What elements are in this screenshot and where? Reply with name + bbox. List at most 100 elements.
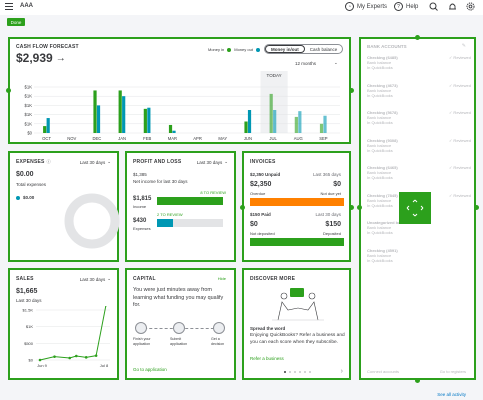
carousel-dot[interactable] [309, 371, 311, 373]
expenses-donut-chart [64, 193, 120, 249]
cashflow-legend: Money in Money out [208, 47, 260, 52]
discover-text: Enjoying QuickBooks? Refer a business an… [250, 333, 345, 345]
bank-account-row[interactable]: Uncategorized bank account Bank balance In… [367, 220, 473, 235]
search-icon[interactable] [429, 2, 438, 11]
bank-account-row[interactable]: Checking (4673) ✓ Reviewed Bank balance In … [367, 83, 473, 98]
y-tick-label: $0 [27, 131, 32, 136]
help-button[interactable]: ? Help [394, 2, 418, 11]
invoices-card: INVOICES $2,350 Unpaid Last 365 days $2,… [242, 151, 351, 262]
bank-account-row[interactable]: Checking (9308) ✓ Reviewed Bank balance In … [367, 138, 473, 153]
toggle-cash-balance[interactable]: Cash balance [309, 46, 338, 52]
cashflow-amount-link[interactable]: $2,939 → [16, 51, 66, 65]
bank-balance-label: In QuickBooks [367, 257, 393, 263]
resize-handle[interactable] [349, 88, 354, 93]
capital-title: CAPITAL [133, 276, 156, 282]
income-label: Income [133, 204, 147, 209]
sales-point [38, 358, 42, 362]
bank-title: BANK ACCOUNTS [367, 44, 407, 49]
chevron-down-icon: ⌄ [224, 159, 228, 164]
bank-account-row[interactable]: Checking (5678) ✓ Reviewed Bank balance In … [367, 110, 473, 125]
invoices-paid-period: Last 30 days [315, 212, 341, 217]
done-button[interactable]: Done [7, 18, 25, 26]
carousel-dot[interactable] [284, 371, 286, 373]
profit-period-select[interactable]: Last 30 days ⌄ [197, 159, 228, 165]
chevron-right-icon[interactable]: › [340, 368, 343, 375]
bar-money-in [43, 126, 47, 133]
refer-business-link[interactable]: Refer a business [250, 356, 284, 361]
deposited-bar[interactable] [250, 238, 344, 246]
sales-amount: $1,665 [16, 288, 38, 295]
bank-balance-label: In QuickBooks [367, 147, 393, 153]
toggle-money-inout[interactable]: Money in/out [265, 45, 305, 53]
deposited-label: Deposited [322, 231, 341, 236]
arrow-right-icon: → [55, 52, 66, 64]
company-name: AAA [20, 3, 33, 9]
resize-handle[interactable] [349, 205, 354, 210]
sales-point [68, 356, 71, 360]
income-bar[interactable] [157, 197, 223, 205]
income-review-link[interactable]: 8 TO REVIEW [200, 190, 226, 195]
capital-hide-link[interactable]: Hide [217, 276, 226, 281]
capital-application-link[interactable]: Go to application [133, 367, 167, 372]
bank-account-name: Checking (7845) [367, 192, 398, 198]
x-tick-label: APR [193, 136, 202, 141]
bank-balance-label: Bank balance [367, 225, 392, 230]
notdeposited-label: Not deposited [250, 231, 275, 236]
x-tick-label: JUL [269, 136, 277, 141]
connect-accounts-link[interactable]: Connect accounts [367, 369, 400, 374]
info-icon[interactable]: ⓘ [46, 159, 51, 164]
income-amount: $1,815 [133, 196, 152, 202]
pencil-icon[interactable]: ✎ [461, 43, 466, 49]
capital-steps: Finish your application Submit applicati… [133, 322, 231, 352]
bar-money-out [323, 115, 327, 133]
legend-dot [16, 195, 20, 200]
sales-period-select[interactable]: Last 30 days ⌄ [80, 276, 111, 282]
y-tick-label: $1K [25, 121, 33, 126]
expense-review-link[interactable]: 2 TO REVIEW [157, 212, 183, 217]
carousel-dot[interactable] [299, 371, 301, 373]
sales-sub: Last 30 days [16, 298, 42, 303]
expenses-card: EXPENSES ⓘ Last 30 days ⌄ $0.00 Total exp… [8, 151, 120, 262]
overdue-bar[interactable] [250, 198, 344, 206]
bar-money-in [244, 121, 248, 133]
menu-icon[interactable] [5, 3, 13, 10]
bell-icon[interactable] [448, 2, 457, 11]
person-icon: ◔ [345, 2, 354, 11]
carousel-dot[interactable] [289, 371, 291, 373]
y-tick-label: $1K [25, 103, 33, 108]
resize-handle[interactable] [240, 205, 245, 210]
see-all-activity-link[interactable]: See all activity [437, 392, 466, 397]
my-experts-button[interactable]: ◔ My Experts [345, 2, 387, 11]
bank-account-row[interactable]: Checking (4591) Bank balance In QuickBooks [367, 248, 473, 263]
bank-account-row[interactable]: Checking (6465) ✓ Reviewed Bank balance In … [367, 165, 473, 180]
resize-handle[interactable] [415, 35, 420, 40]
bank-balance-label: Bank balance [367, 60, 392, 65]
expenses-period-select[interactable]: Last 30 days ⌄ [80, 159, 111, 165]
expense-bar[interactable] [157, 219, 173, 227]
bank-account-name: Checking (4591) [367, 247, 398, 253]
resize-handle[interactable] [415, 378, 420, 383]
cashflow-amount: $2,939 [16, 51, 53, 65]
move-handle-icon[interactable] [399, 192, 431, 224]
bank-account-name: Checking (6465) [367, 165, 398, 170]
cashflow-view-toggle: Money in/out Cash balance [264, 44, 344, 54]
income-bar-track [157, 197, 223, 205]
y-tick-label: $1K [25, 112, 33, 117]
bar-money-in [118, 90, 122, 133]
resize-handle[interactable] [474, 205, 479, 210]
resize-handle[interactable] [6, 88, 11, 93]
invoices-unpaid-period: Last 365 days [312, 172, 341, 177]
carousel-dot[interactable] [294, 371, 296, 373]
legend-in-dot [227, 47, 232, 52]
help-icon: ? [394, 2, 403, 11]
resize-handle[interactable] [357, 205, 362, 210]
gear-icon[interactable] [466, 2, 475, 11]
carousel-dot[interactable] [304, 371, 306, 373]
handshake-illustration [272, 288, 324, 321]
go-to-registers-link[interactable]: Go to registers [439, 369, 466, 374]
bank-account-row[interactable]: Checking (7845) ✓ Reviewed Bank balance In … [367, 193, 473, 208]
bank-account-row[interactable]: Checking (6485) ✓ Reviewed Bank balance In … [367, 55, 473, 70]
cashflow-period-select[interactable]: 12 months ⌄ [295, 60, 338, 66]
invoices-paid: $150 Paid [250, 212, 271, 217]
cashflow-title: CASH FLOW FORECAST [16, 44, 79, 50]
